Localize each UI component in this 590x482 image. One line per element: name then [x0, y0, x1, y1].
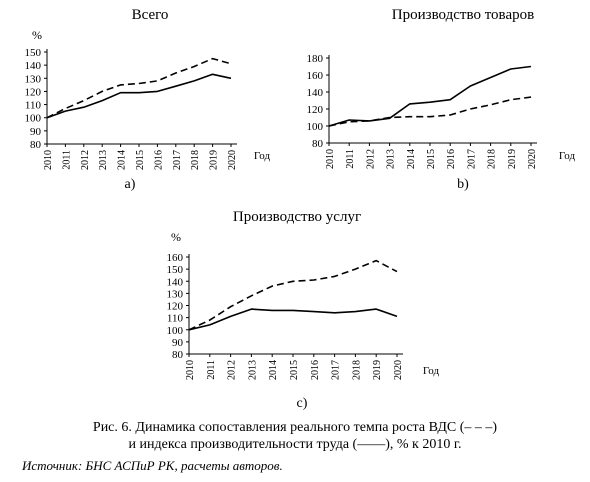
chart1-x-axis-title: Год — [254, 150, 271, 162]
chart3-x-tick-label: 2014 — [268, 360, 279, 380]
chart3-x-tick-label: 2016 — [310, 360, 321, 380]
chart2-x-tick-label: 2014 — [406, 149, 417, 169]
chart1-series-dashed-line — [46, 57, 232, 119]
chart3-y-unit: % — [171, 230, 181, 244]
chart2-x-tick-label: 2011 — [345, 149, 356, 169]
chart3-y-tick-label: 90 — [172, 337, 184, 349]
chart1-x-tick-label: 2013 — [98, 150, 109, 170]
chart1-panel-label: a) — [125, 177, 136, 192]
chart3-y-tick-label: 160 — [167, 252, 184, 264]
chart2-x-tick-label: 2020 — [527, 149, 538, 169]
chart1-x-tick-label: 2012 — [80, 150, 91, 170]
chart3-x-tick-label: 2010 — [185, 360, 196, 380]
chart1-y-tick-label: 150 — [25, 47, 42, 59]
chart1-x-tick-label: 2017 — [172, 150, 183, 170]
chart1-y-tick-label: 130 — [25, 73, 42, 85]
chart1-x-tick-label: 2010 — [43, 150, 54, 170]
chart2-y-tick-label: 140 — [307, 87, 324, 99]
chart3-x-tick-label: 2018 — [351, 360, 362, 380]
chart3-series-dashed-line — [188, 259, 398, 331]
chart2-x-tick-label: 2019 — [507, 149, 518, 169]
chart2-panel-label: b) — [457, 177, 469, 192]
chart1-x-tick-label: 2016 — [153, 150, 164, 170]
chart3-title: Производство услуг — [233, 209, 361, 225]
chart1-y-tick-label: 90 — [30, 126, 42, 138]
chart2-x-tick-label: 2010 — [325, 149, 336, 169]
source-note: Источник: БНС АСПиР РК, расчеты авторов. — [22, 458, 283, 473]
chart3-y-tick-label: 130 — [167, 288, 184, 300]
chart2-x-tick-label: 2016 — [446, 149, 457, 169]
chart2-x-tick-label: 2018 — [487, 149, 498, 169]
chart3-x-tick-label: 2019 — [372, 360, 383, 380]
chart3-x-tick-label: 2012 — [227, 360, 238, 380]
chart3-panel-label: c) — [297, 396, 308, 411]
chart3-x-tick-label: 2011 — [206, 360, 217, 380]
chart1-y-tick-label: 80 — [30, 139, 42, 151]
chart3-x-tick-label: 2015 — [289, 360, 300, 380]
chart1-x-tick-label: 2015 — [135, 150, 146, 170]
chart1-y-tick-label: 120 — [25, 86, 42, 98]
chart3-y-tick-label: 120 — [167, 301, 184, 313]
chart3-y-tick-label: 80 — [172, 349, 184, 361]
chart1-x-tick-label: 2020 — [227, 150, 238, 170]
chart3-y-tick-label: 110 — [167, 313, 184, 325]
chart3-y-tick-label: 100 — [167, 325, 184, 337]
chart3-y-tick-label: 140 — [167, 276, 184, 288]
chart1-x-tick-label: 2019 — [209, 150, 220, 170]
chart1-x-tick-label: 2011 — [61, 150, 72, 170]
chart1-title: Всего — [132, 7, 169, 23]
chart1-series-solid-line — [46, 73, 232, 119]
chart2-x-tick-label: 2012 — [365, 149, 376, 169]
chart2-title: Производство товаров — [392, 7, 534, 23]
chart2-y-tick-label: 180 — [307, 53, 324, 65]
chart2-series-solid-line — [328, 65, 532, 127]
chart2-y-tick-label: 100 — [307, 121, 324, 133]
chart1-x-tick-label: 2014 — [117, 150, 128, 170]
chart2-x-tick-label: 2017 — [466, 149, 477, 169]
chart2-y-tick-label: 120 — [307, 104, 324, 116]
chart3-x-axis-title: Год — [423, 365, 440, 377]
figure-caption-line-1: Рис. 6. Динамика сопоставления реального… — [92, 420, 498, 435]
chart3-series-solid-line — [188, 308, 398, 331]
chart3-x-tick-label: 2020 — [393, 360, 404, 380]
chart1-x-tick-label: 2018 — [190, 150, 201, 170]
chart2-y-tick-label: 80 — [312, 138, 324, 150]
chart2-y-tick-label: 160 — [307, 70, 324, 82]
chart1-y-tick-label: 100 — [25, 113, 42, 125]
chart3-x-tick-label: 2017 — [331, 360, 342, 380]
chart2-x-tick-label: 2013 — [386, 149, 397, 169]
chart1-y-tick-label: 140 — [25, 60, 42, 72]
chart1-y-tick-label: 110 — [25, 100, 42, 112]
chart3-y-tick-label: 150 — [167, 264, 184, 276]
chart3-x-tick-label: 2013 — [247, 360, 258, 380]
chart1-y-unit: % — [32, 28, 42, 42]
chart2-x-tick-label: 2015 — [426, 149, 437, 169]
figure-caption-line-2: и индекса производительности труда (——),… — [128, 437, 462, 452]
chart2-x-axis-title: Год — [559, 150, 576, 162]
